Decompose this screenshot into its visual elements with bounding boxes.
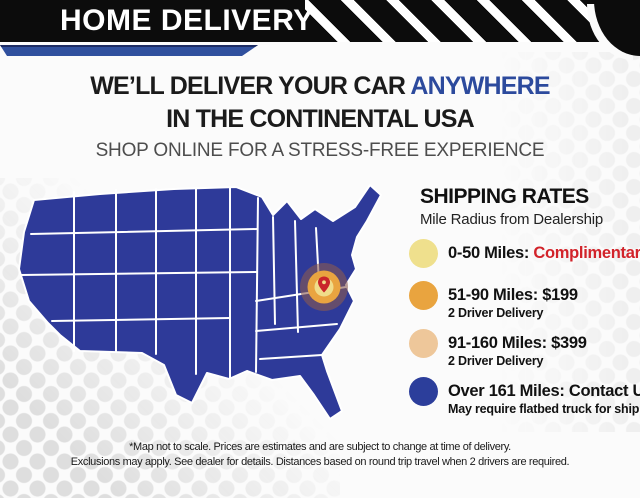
rate-item: 0-50 Miles: Complimentary	[408, 239, 640, 268]
shipping-rates-panel: SHIPPING RATES Mile Radius from Dealersh…	[408, 185, 640, 417]
rates-title: SHIPPING RATES	[420, 185, 589, 208]
rate-item: Over 161 Miles: Contact Us May require f…	[408, 377, 640, 417]
corner-curve-icon	[594, 0, 640, 56]
rate-label: Over 161 Miles:	[448, 382, 565, 400]
hazard-stripes-icon	[305, 0, 640, 42]
rate-label: 51-90 Miles:	[448, 286, 538, 304]
map-pin-hole	[322, 280, 326, 285]
rate-value: Contact Us	[568, 382, 640, 400]
hero-line1: WE’LL DELIVER YOUR CAR ANYWHERE	[0, 70, 640, 103]
accent-underline	[0, 45, 258, 56]
disclaimer: *Map not to scale. Prices are estimates …	[0, 440, 640, 470]
rate-bullet	[409, 377, 438, 406]
hero-line1-highlight: ANYWHERE	[410, 72, 550, 100]
header-bar: HOME DELIVERY	[0, 0, 640, 56]
rate-bullet	[409, 329, 438, 358]
usa-map	[18, 184, 382, 420]
hero-line1-text: WE’LL DELIVER YOUR CAR	[90, 72, 406, 100]
rate-label: 91-160 Miles:	[448, 334, 547, 352]
rate-note: 2 Driver Delivery	[448, 354, 544, 368]
rate-bullet	[409, 239, 438, 268]
rate-note: 2 Driver Delivery	[448, 306, 544, 320]
rate-label: 0-50 Miles:	[448, 244, 530, 262]
hero-subtitle: SHOP ONLINE FOR A STRESS-FREE EXPERIENCE	[95, 140, 545, 161]
rate-bullet	[409, 281, 438, 310]
rate-note: May require flatbed truck for shipment	[448, 402, 640, 416]
rates-subtitle: Mile Radius from Dealership	[420, 211, 604, 228]
rate-value: $199	[542, 286, 578, 304]
disclaimer-line2: Exclusions may apply. See dealer for det…	[70, 456, 570, 468]
hero-line2: IN THE CONTINENTAL USA	[166, 105, 475, 133]
rate-item: 91-160 Miles: $399 2 Driver Delivery	[408, 329, 640, 369]
hero-heading: WE’LL DELIVER YOUR CAR ANYWHERE IN THE C…	[0, 70, 640, 162]
disclaimer-line1: *Map not to scale. Prices are estimates …	[129, 441, 511, 453]
rate-item: 51-90 Miles: $199 2 Driver Delivery	[408, 281, 640, 321]
rate-value: $399	[551, 334, 587, 352]
rate-value: Complimentary	[533, 244, 640, 262]
page-title: HOME DELIVERY	[60, 4, 314, 37]
